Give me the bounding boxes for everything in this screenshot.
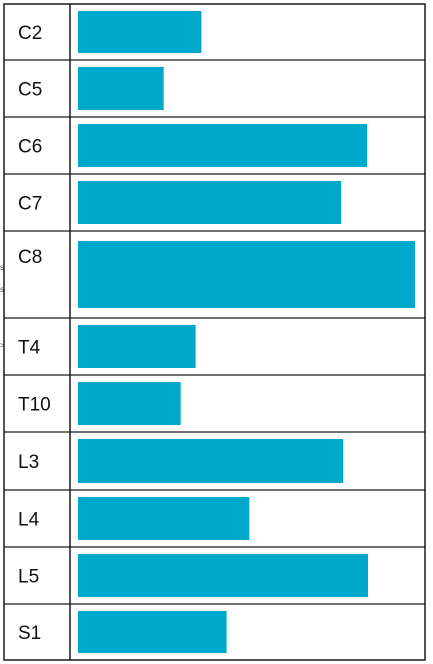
category-label-t4: T4	[18, 338, 41, 359]
table-grid	[3, 3, 426, 661]
category-label-l4: L4	[18, 510, 40, 531]
edge-mark: s	[0, 285, 4, 294]
category-label-l5: L5	[18, 567, 39, 588]
category-label-c2: C2	[18, 23, 42, 44]
bar-l3	[78, 439, 344, 483]
edge-mark: s	[0, 263, 4, 272]
bar-l4	[78, 497, 250, 540]
category-label-c8: C8	[18, 247, 42, 268]
table-border	[3, 3, 426, 661]
bar-c7	[78, 181, 342, 224]
category-label-l3: L3	[18, 452, 39, 473]
category-label-s1: S1	[18, 623, 41, 644]
category-label-t10: T10	[18, 395, 51, 416]
edge-marks: s s >	[0, 263, 5, 350]
bar-c6	[78, 124, 367, 167]
bar-s1	[78, 611, 227, 653]
bars	[78, 11, 415, 653]
category-labels: C2 C5 C6 C7 C8 T4 T10 L3 L4 L5 S1	[18, 23, 51, 644]
category-label-c5: C5	[18, 80, 42, 101]
category-label-c6: C6	[18, 137, 42, 158]
bar-l5	[78, 554, 369, 597]
edge-mark: >	[0, 341, 5, 350]
category-label-c7: C7	[18, 194, 42, 215]
bar-t10	[78, 382, 181, 425]
bar-c8	[78, 241, 415, 308]
bar-t4	[78, 325, 196, 368]
bar-c2	[78, 11, 202, 53]
bar-c5	[78, 67, 164, 110]
